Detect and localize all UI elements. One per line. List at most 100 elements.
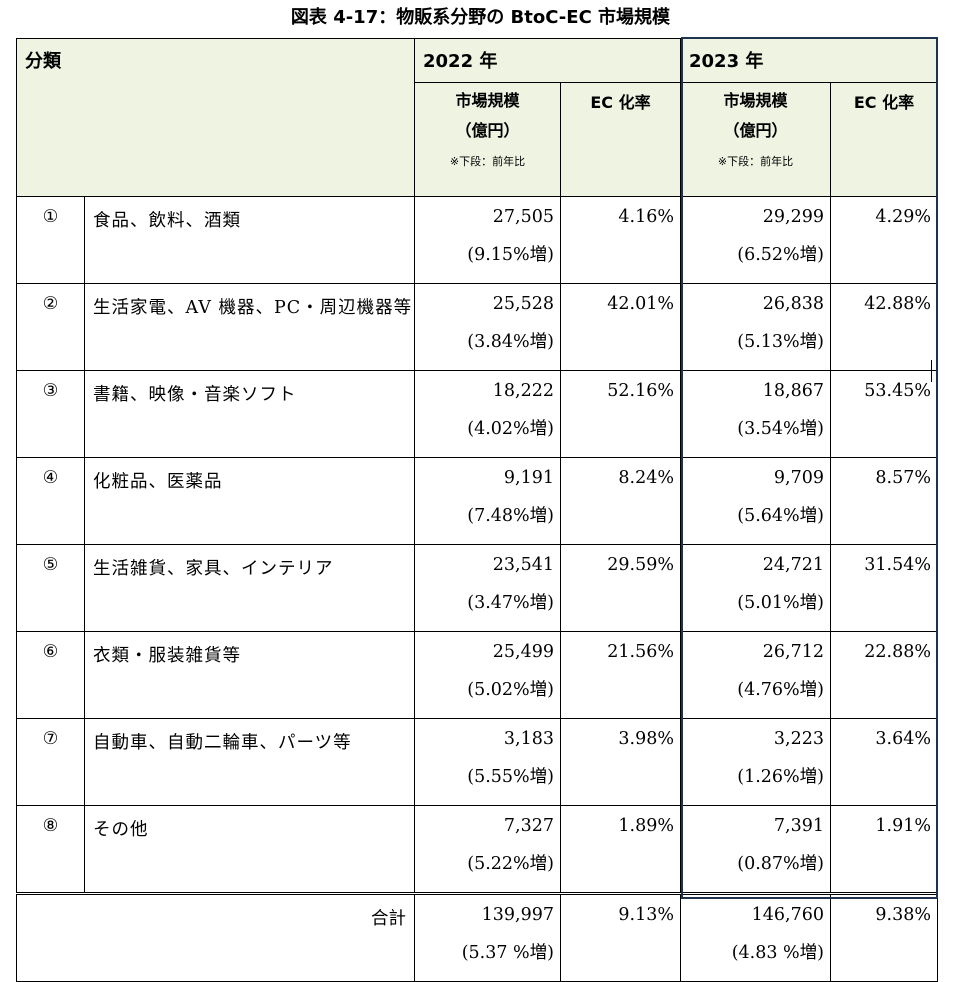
table-row: ③ 書籍、映像・音楽ソフト 18,222 (4.02%増) 52.16% 18,8… <box>16 370 938 458</box>
growth-value: (5.55%増) <box>467 767 554 787</box>
market-size-2023: 26,712 (4.76%増) <box>680 631 831 719</box>
market-value: 23,541 <box>492 555 554 575</box>
table-row: ② 生活家電、AV 機器、PC・周辺機器等 25,528 (3.84%増) 42.… <box>16 283 938 371</box>
header-market-size-unit: （億円） <box>455 121 520 140</box>
total-ec-rate-2023: 9.38% <box>830 892 938 982</box>
ec-rate-2022: 1.89% <box>560 805 681 894</box>
growth-value: (5.01%増) <box>737 593 824 613</box>
market-size-2023: 29,299 (6.52%増) <box>680 196 831 284</box>
row-category: 化粧品、医薬品 <box>84 457 415 545</box>
market-value: 24,721 <box>762 555 824 575</box>
growth-value: (7.48%増) <box>467 506 554 526</box>
header-market-size-2023: 市場規模 （億円） ※下段：前年比 <box>680 82 831 197</box>
row-number: ③ <box>16 370 85 458</box>
header-ec-rate-2023: EC 化率 <box>830 82 938 197</box>
ec-rate-2023: 8.57% <box>830 457 938 545</box>
market-value: 9,709 <box>773 468 824 488</box>
table-row: ⑧ その他 7,327 (5.22%増) 1.89% 7,391 (0.87%増) … <box>16 805 938 894</box>
row-category: 生活家電、AV 機器、PC・周辺機器等 <box>84 283 415 371</box>
header-market-size-unit: （億円） <box>723 121 788 140</box>
header-year-2022: 2022 年 <box>414 38 681 83</box>
market-size-2022: 23,541 (3.47%増) <box>414 544 561 632</box>
total-ec-rate-2022: 9.13% <box>560 892 681 982</box>
market-size-2022: 18,222 (4.02%増) <box>414 370 561 458</box>
market-value: 7,391 <box>773 816 824 836</box>
row-number: ⑦ <box>16 718 85 806</box>
row-number: ① <box>16 196 85 284</box>
row-category: 書籍、映像・音楽ソフト <box>84 370 415 458</box>
growth-value: (3.84%増) <box>467 332 554 352</box>
market-size-2023: 7,391 (0.87%増) <box>680 805 831 894</box>
header-market-size-note: ※下段：前年比 <box>449 155 526 168</box>
market-value: 139,997 <box>481 905 554 925</box>
growth-value: (5.13%増) <box>737 332 824 352</box>
market-size-2023: 9,709 (5.64%増) <box>680 457 831 545</box>
market-value: 26,838 <box>762 294 824 314</box>
growth-value: (5.02%増) <box>467 680 554 700</box>
header-row-columns: 市場規模 （億円） ※下段：前年比 EC 化率 市場規模 （億円） ※下段：前年… <box>17 82 938 197</box>
row-number: ⑧ <box>16 805 85 894</box>
ec-market-table: 分類 2022 年 2023 年 市場規模 （億円） ※下段：前年比 EC 化率… <box>16 38 938 982</box>
market-value: 7,327 <box>503 816 554 836</box>
market-size-2022: 25,528 (3.84%増) <box>414 283 561 371</box>
market-size-2022: 25,499 (5.02%増) <box>414 631 561 719</box>
growth-value: (1.26%増) <box>737 767 824 787</box>
ec-rate-2023: 4.29% <box>830 196 938 284</box>
market-value: 25,499 <box>492 642 554 662</box>
market-size-2023: 3,223 (1.26%増) <box>680 718 831 806</box>
growth-value: (5.22%増) <box>467 854 554 874</box>
header-year-2023: 2023 年 <box>680 38 938 83</box>
ec-rate-2022: 29.59% <box>560 544 681 632</box>
ec-rate-2022: 52.16% <box>560 370 681 458</box>
ec-rate-2022: 3.98% <box>560 718 681 806</box>
ec-rate-2023: 3.64% <box>830 718 938 806</box>
ec-rate-2022: 42.01% <box>560 283 681 371</box>
market-size-2022: 27,505 (9.15%増) <box>414 196 561 284</box>
market-value: 25,528 <box>492 294 554 314</box>
row-category: 生活雑貨、家具、インテリア <box>84 544 415 632</box>
ec-rate-2023: 53.45% <box>830 370 938 458</box>
header-market-size-label: 市場規模 <box>455 91 520 110</box>
growth-value: (3.47%増) <box>467 593 554 613</box>
table-row: ⑤ 生活雑貨、家具、インテリア 23,541 (3.47%増) 29.59% 24… <box>16 544 938 632</box>
growth-value: (3.54%増) <box>737 419 824 439</box>
ec-rate-2023: 1.91% <box>830 805 938 894</box>
market-value: 3,223 <box>773 729 824 749</box>
header-category: 分類 <box>16 38 415 197</box>
figure-title: 図表 4-17：物販系分野の BtoC-EC 市場規模 <box>290 7 671 28</box>
table-row: ① 食品、飲料、酒類 27,505 (9.15%増) 4.16% 29,299 (6… <box>16 196 938 284</box>
header-market-size-2022: 市場規模 （億円） ※下段：前年比 <box>414 82 561 197</box>
table-row: ⑦ 自動車、自動二輪車、パーツ等 3,183 (5.55%増) 3.98% 3,2… <box>16 718 938 806</box>
total-market-size-2023: 146,760 (4.83 %増) <box>680 892 831 982</box>
market-size-2022: 7,327 (5.22%増) <box>414 805 561 894</box>
total-row: 合計 139,997 (5.37 %増) 9.13% 146,760 (4.83 %… <box>16 892 938 982</box>
market-value: 29,299 <box>762 207 824 227</box>
header-row-years: 分類 2022 年 2023 年 <box>16 38 938 197</box>
header-market-size-note: ※下段：前年比 <box>717 155 794 168</box>
growth-value: (4.02%増) <box>467 419 554 439</box>
market-size-2023: 24,721 (5.01%増) <box>680 544 831 632</box>
market-size-2022: 9,191 (7.48%増) <box>414 457 561 545</box>
market-value: 3,183 <box>503 729 554 749</box>
ec-rate-2022: 4.16% <box>560 196 681 284</box>
row-number: ④ <box>16 457 85 545</box>
growth-value: (4.83 %増) <box>731 943 824 963</box>
market-value: 26,712 <box>762 642 824 662</box>
row-category: 自動車、自動二輪車、パーツ等 <box>84 718 415 806</box>
growth-value: (5.64%増) <box>737 506 824 526</box>
ec-rate-2023: 31.54% <box>830 544 938 632</box>
total-label: 合計 <box>16 892 415 982</box>
row-number: ⑤ <box>16 544 85 632</box>
market-value: 18,222 <box>492 381 554 401</box>
row-category: その他 <box>84 805 415 894</box>
row-category: 衣類・服装雑貨等 <box>84 631 415 719</box>
market-size-2023: 26,838 (5.13%増) <box>680 283 831 371</box>
market-value: 9,191 <box>503 468 554 488</box>
row-number: ② <box>16 283 85 371</box>
growth-value: (0.87%増) <box>737 854 824 874</box>
ec-rate-2023: 42.88% <box>830 283 938 371</box>
table-row: ④ 化粧品、医薬品 9,191 (7.48%増) 8.24% 9,709 (5.64… <box>16 457 938 545</box>
row-number: ⑥ <box>16 631 85 719</box>
ec-rate-2022: 8.24% <box>560 457 681 545</box>
table-row: ⑥ 衣類・服装雑貨等 25,499 (5.02%増) 21.56% 26,712 (… <box>16 631 938 719</box>
